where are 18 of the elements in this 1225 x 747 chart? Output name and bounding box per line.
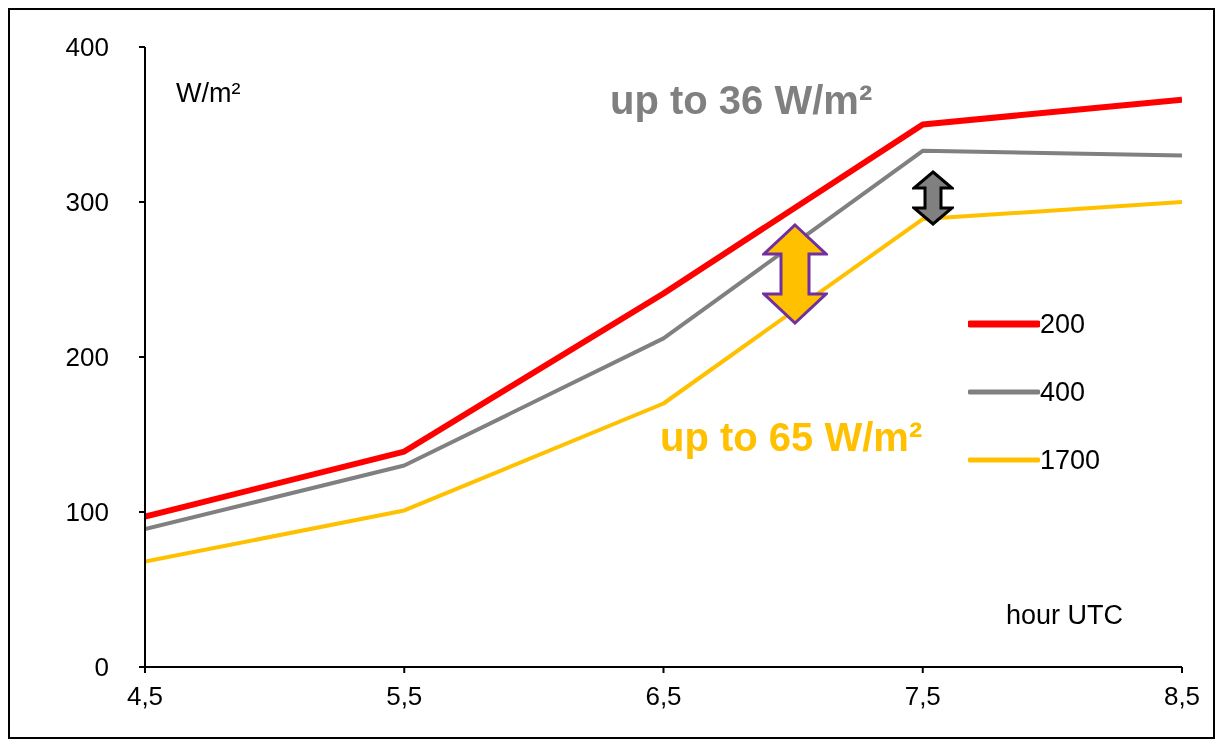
x-tick-label: 4,5: [126, 681, 164, 712]
y-tick-label: 300: [65, 187, 109, 218]
line-series: [145, 200, 1182, 564]
legend-label: 200: [1040, 308, 1086, 340]
x-tick-label: 7,5: [904, 681, 941, 712]
y-axis-title: W/m²: [176, 78, 241, 109]
x-tick-label: 5,5: [386, 681, 423, 712]
x-axis-title: hour UTC: [1006, 600, 1124, 631]
y-tick-label: 0: [94, 652, 109, 683]
annotation: up to 36 W/m²: [610, 78, 873, 123]
y-tick-label: 100: [65, 497, 109, 528]
y-tick-label: 400: [65, 32, 109, 63]
y-tick-label: 200: [65, 342, 109, 373]
x-tick-label: 8,5: [1163, 681, 1201, 712]
legend-label: 400: [1040, 376, 1086, 408]
annotation: up to 65 W/m²: [660, 415, 923, 460]
x-tick-label: 6,5: [645, 681, 682, 712]
legend-label: 1700: [1040, 444, 1101, 476]
